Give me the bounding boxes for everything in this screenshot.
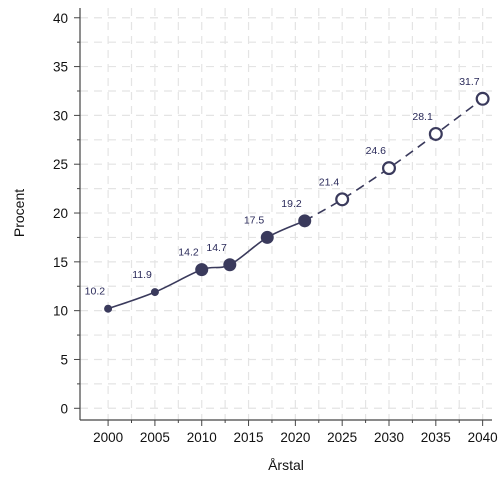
data-point-projected [475, 91, 490, 106]
y-tick-label: 30 [53, 108, 68, 123]
y-tick-label: 40 [53, 11, 68, 26]
y-tick-label: 35 [53, 60, 68, 75]
data-label: 31.7 [459, 76, 480, 88]
data-label: 14.2 [178, 247, 199, 259]
data-point-projected [382, 161, 397, 176]
data-label: 17.5 [244, 214, 265, 226]
data-point-projected [428, 126, 443, 141]
series-layer [104, 91, 490, 313]
y-tick-label: 20 [53, 206, 68, 221]
series-projection-line [304, 98, 484, 222]
x-axis-title: Årstal [268, 457, 304, 473]
data-point-observed [104, 304, 113, 313]
grid [80, 8, 492, 420]
x-tick-label: 2035 [421, 430, 451, 445]
x-tick-label: 2025 [327, 430, 357, 445]
data-point-observed [260, 230, 274, 244]
x-tick-label: 2015 [234, 430, 264, 445]
data-point-projected [335, 192, 350, 207]
data-label: 10.2 [85, 286, 106, 298]
data-label: 11.9 [132, 269, 152, 281]
x-tick-label: 2040 [468, 430, 498, 445]
data-point-observed [223, 258, 237, 272]
data-point-observed [298, 214, 312, 228]
y-axis-title: Procent [11, 189, 27, 237]
y-tick-label: 10 [53, 304, 68, 319]
x-tick-label: 2030 [374, 430, 404, 445]
data-point-observed [150, 288, 159, 297]
data-label: 28.1 [412, 111, 433, 123]
x-tick-label: 2010 [187, 430, 217, 445]
x-tick-label: 2000 [93, 430, 123, 445]
y-tick-label: 25 [53, 157, 68, 172]
y-tick-label: 0 [60, 401, 68, 416]
y-tick-label: 5 [60, 352, 68, 367]
data-labels-layer: 10.2 11.9 14.2 14.7 17.5 19.2 21.4 24.6 28.1 31.7 [85, 76, 480, 298]
data-label: 21.4 [319, 176, 340, 188]
data-label: 19.2 [281, 198, 302, 210]
x-tick-label: 2005 [140, 430, 170, 445]
x-tick-label: 2020 [280, 430, 310, 445]
data-point-observed [195, 263, 209, 277]
series-observed-line [107, 220, 306, 310]
data-label: 14.7 [206, 242, 227, 254]
y-tick-label: 15 [53, 255, 68, 270]
data-label: 24.6 [366, 145, 387, 157]
